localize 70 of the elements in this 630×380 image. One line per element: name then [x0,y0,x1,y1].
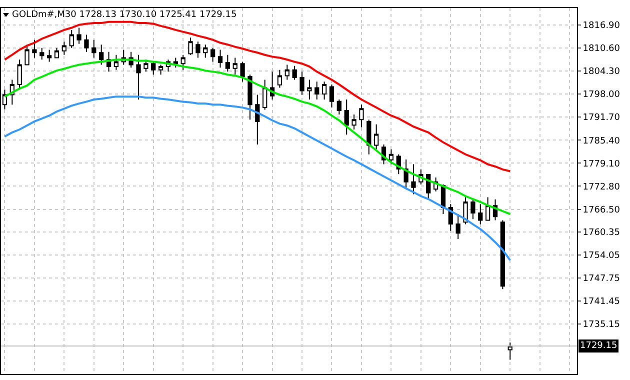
candlestick [300,71,304,96]
candlestick [485,196,490,221]
candlestick [456,214,460,240]
candlestick [344,99,349,136]
candlestick [500,220,505,290]
y-tick-label: 1760.35 [582,228,620,238]
y-tick-label: 1754.05 [582,251,620,262]
line-series [4,20,512,172]
candlestick [225,54,230,72]
candlestick [218,49,223,68]
ref-line-label: 1729.15 [580,341,618,351]
candlestick [292,65,297,80]
y-tick-label: 1735.15 [582,320,620,330]
candlestick [40,47,44,60]
candlestick [203,44,208,58]
candlestick [196,41,200,58]
candlestick [210,47,216,62]
y-tick-label: 1804.30 [582,67,620,78]
candlestick [322,81,327,100]
candlestick [388,148,394,165]
candlestick [307,79,312,100]
candlestick [374,124,379,150]
y-tick-label: 1810.60 [582,44,620,54]
candlestick [314,81,320,100]
y-tick-label: 1791.70 [582,113,620,124]
candlestick [76,27,82,44]
y-tick-label: 1772.80 [582,182,620,192]
candlestick [336,99,342,116]
candlestick [99,44,104,66]
candlestick [180,54,186,70]
candlestick [232,57,238,76]
candlestick [54,47,60,58]
line-series [4,58,512,216]
y-tick-label: 1779.10 [582,159,620,170]
y-tick-label: 1741.45 [582,297,620,308]
y-tick-label: 1785.40 [582,136,620,146]
candlestick [136,54,141,100]
line-series [4,96,512,262]
candlestick [277,69,282,88]
candlestick [92,39,96,58]
candlestick [69,29,74,48]
candlestick [17,59,22,90]
candlestick [46,49,52,62]
y-tick-label: 1766.50 [582,205,620,216]
y-tick-label: 1747.75 [582,274,620,284]
chart-title: GOLDm#,M30 1728.13 1730.10 1725.41 1729.15 [12,10,237,20]
y-tick-label: 1798.00 [582,90,620,100]
candlestick [240,61,245,82]
candlestick [508,342,512,360]
candlestick [352,114,356,130]
candlestick [329,84,334,108]
candlestick [359,104,364,128]
candlestick [248,74,252,120]
candlestick [151,61,156,76]
candlestick [255,94,260,146]
candlestick [284,64,290,80]
candlestick [478,204,483,225]
candlestick [24,44,30,66]
candlestick [188,37,193,56]
y-tick-label: 1816.90 [582,20,620,31]
candlestick [84,34,89,52]
candlestick [62,41,66,56]
candlestick [114,54,119,70]
candlestick [262,79,268,110]
candlestick [470,198,476,220]
candlestick [144,59,148,72]
candlestick [158,64,164,76]
candlestick [366,119,372,155]
candlestick [32,39,37,58]
candlestick [411,164,416,195]
